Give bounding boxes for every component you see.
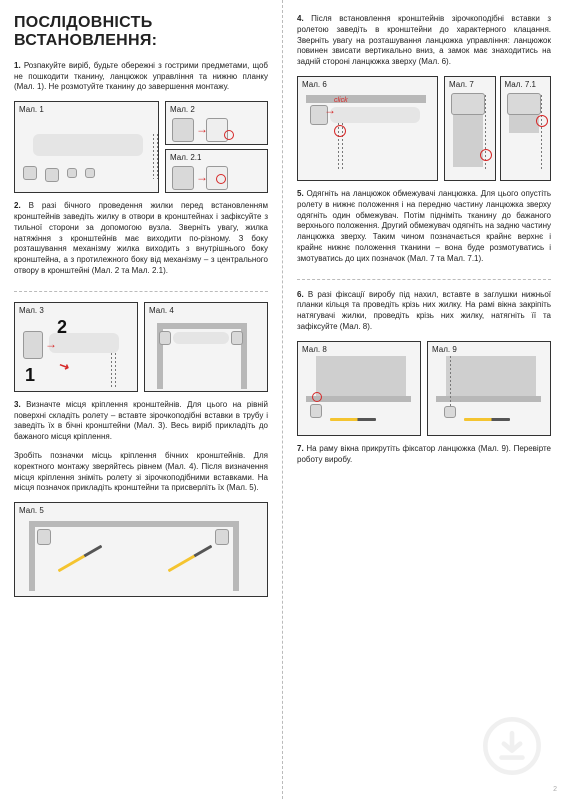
figure-3: Мал. 3 1 2 → ↘ [14,302,138,392]
figure-1: Мал. 1 [14,101,159,193]
figure-7-label: Мал. 7 [449,80,474,89]
step-3a-text: 3. Визначте місця кріплення кронштейнів.… [14,400,268,443]
figure-4: Мал. 4 [144,302,268,392]
fig-row-8-9: Мал. 8 Мал. 9 [297,341,551,436]
page-number: 2 [553,786,557,793]
figure-2-label: Мал. 2 [170,105,195,114]
step-6-text: 6. В разі фіксації виробу під нахил, вст… [297,290,551,333]
figure-4-label: Мал. 4 [149,306,174,315]
right-column: 4. Після встановлення кронштейнів зірочк… [283,0,565,799]
figure-9: Мал. 9 [427,341,551,436]
fig-row-3-4: Мал. 3 1 2 → ↘ Мал. 4 [14,302,268,392]
figure-8-label: Мал. 8 [302,345,327,354]
figure-6: Мал. 6 click → [297,76,438,181]
click-label: click [334,97,348,104]
divider-right [297,279,551,280]
step-5-text: 5. Одягніть на ланцюжок обмежувачі ланцю… [297,189,551,265]
figure-7-1: Мал. 7.1 [500,76,551,181]
figure-3-label: Мал. 3 [19,306,44,315]
step-7-text: 7. На раму вікна прикрутіть фіксатор лан… [297,444,551,466]
fig-row-6-7: Мал. 6 click → Мал. 7 [297,76,551,181]
divider-left [14,291,268,292]
figure-2-1-label: Мал. 2.1 [170,153,201,162]
figure-1-label: Мал. 1 [19,105,44,114]
fig-row-5: Мал. 5 [14,502,268,597]
left-column: ПОСЛІДОВНІСТЬ ВСТАНОВЛЕННЯ: 1. Розпакуйт… [0,0,283,799]
fig-row-1-2: Мал. 1 Мал. 2 → [14,101,268,193]
step-4-text: 4. Після встановлення кронштейнів зірочк… [297,14,551,68]
page-title: ПОСЛІДОВНІСТЬ ВСТАНОВЛЕННЯ: [14,14,268,51]
figure-5-label: Мал. 5 [19,506,44,515]
step-1-text: 1. Розпакуйте виріб, будьте обережні з г… [14,61,268,93]
figure-2: Мал. 2 → [165,101,268,145]
figure-2-1: Мал. 2.1 → [165,149,268,193]
step-3b-text: Зробіть позначки місць кріплення бічних … [14,451,268,494]
step-2-text: 2. В разі бічного проведення жилки перед… [14,201,268,277]
figure-6-label: Мал. 6 [302,80,327,89]
figure-5: Мал. 5 [14,502,268,597]
figure-7: Мал. 7 [444,76,495,181]
figure-8: Мал. 8 [297,341,421,436]
figure-9-label: Мал. 9 [432,345,457,354]
watermark-icon [483,717,541,775]
figure-7-1-label: Мал. 7.1 [505,80,536,89]
